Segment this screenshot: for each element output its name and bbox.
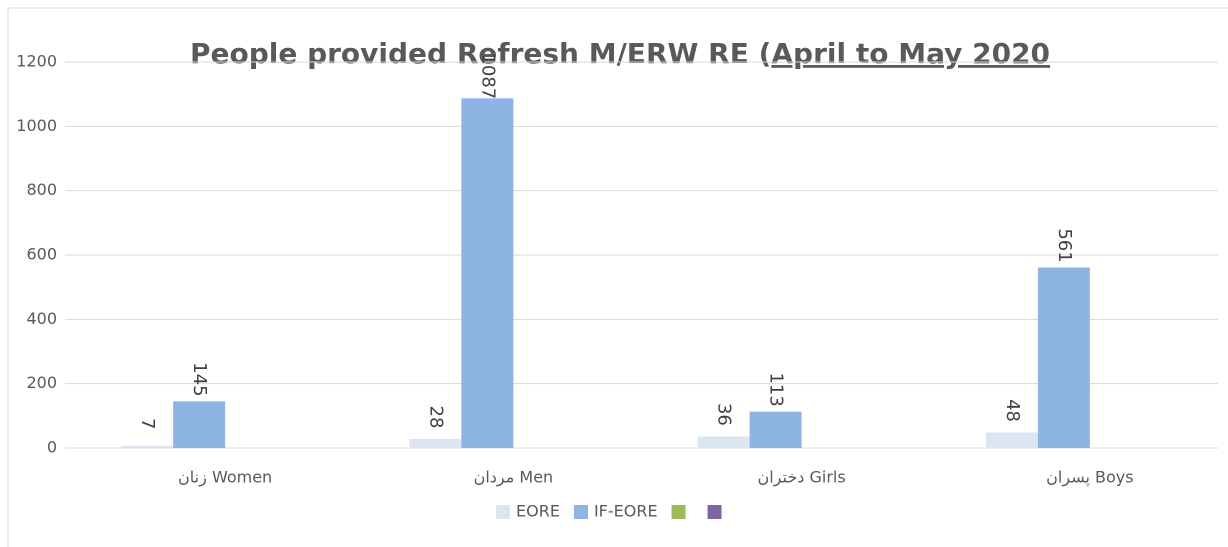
y-tick-label: 400 [26, 309, 57, 328]
x-tick-label: مردان Men [474, 468, 554, 488]
bar [985, 432, 1038, 448]
data-label: 145 [189, 362, 210, 396]
data-label: 36 [714, 403, 735, 426]
x-tick-label: زنان Women [178, 468, 272, 488]
data-label: 7 [137, 418, 158, 429]
bar [1037, 267, 1090, 448]
y-tick-label: 200 [26, 373, 57, 392]
legend-label: IF-EORE [594, 502, 658, 521]
x-tick-label: دختران Girls [758, 468, 846, 488]
data-label: 1087 [477, 53, 498, 99]
legend-swatch [707, 505, 722, 519]
data-label: 48 [1002, 399, 1023, 422]
chart-title: People provided Refresh M/ERW RE (April … [190, 37, 1050, 70]
data-label: 113 [766, 372, 787, 406]
title-main: People provided Refresh M/ERW RE ( [190, 37, 771, 70]
title-underlined: April to May 2020 [771, 37, 1050, 70]
data-label: 28 [425, 406, 446, 429]
bar [697, 436, 750, 448]
y-tick-label: 1000 [16, 116, 57, 135]
bar [461, 98, 514, 449]
bar [173, 401, 226, 448]
legend-swatch [573, 505, 588, 519]
bar [409, 438, 462, 448]
bar [749, 411, 802, 448]
legend-label: EORE [516, 502, 560, 521]
y-tick-label: 800 [26, 180, 57, 199]
y-tick-label: 1200 [16, 52, 57, 71]
legend-swatch [671, 505, 686, 519]
legend-swatch [496, 505, 510, 519]
bar [121, 445, 174, 448]
data-label: 561 [1054, 228, 1075, 262]
y-tick-label: 600 [26, 245, 57, 264]
x-tick-label: پسران Boys [1046, 468, 1133, 488]
y-tick-label: 0 [47, 438, 57, 457]
